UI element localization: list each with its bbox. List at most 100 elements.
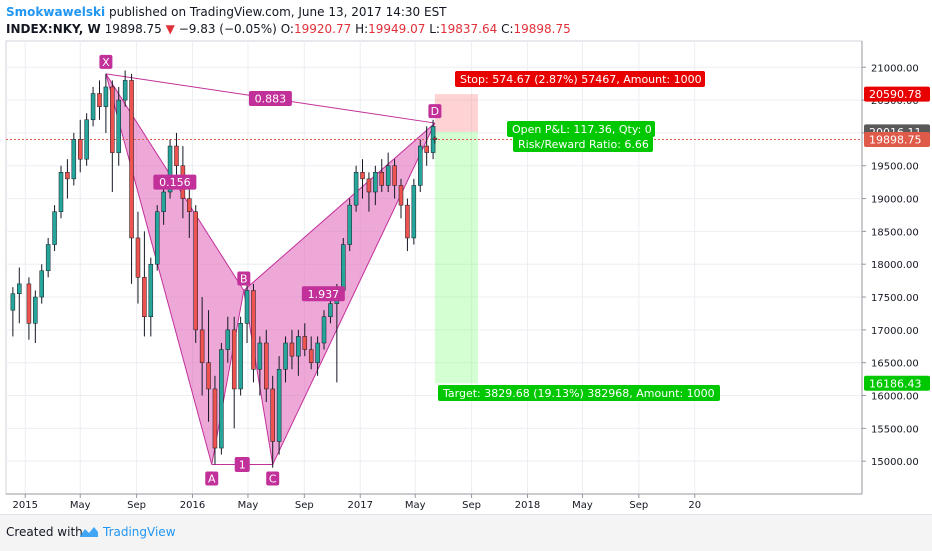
ratio-label: 1.937 — [301, 286, 345, 302]
candle — [199, 297, 205, 396]
candle — [116, 86, 121, 166]
open-value: 19920.77 — [293, 22, 352, 36]
candle — [238, 316, 243, 396]
candle-body-up — [347, 204, 352, 245]
candle-body-up — [418, 145, 423, 186]
ratio-label-bg — [153, 174, 197, 190]
point-label: D — [428, 104, 442, 119]
candle-body-up — [10, 293, 16, 311]
candle — [17, 267, 22, 324]
candle-body-up — [148, 263, 154, 317]
down-arrow-icon: ▼ — [165, 22, 175, 36]
candle-body-up — [257, 342, 263, 370]
long-short-position — [434, 94, 478, 384]
candle-body-up — [244, 290, 250, 324]
candle-body-up — [116, 99, 121, 153]
candle — [385, 152, 391, 192]
point-label: B — [237, 271, 251, 286]
price-label-last-bg — [864, 132, 930, 148]
candle-body-down — [360, 172, 365, 180]
candle — [411, 178, 417, 245]
point-label-text: A — [208, 472, 216, 485]
candle-body-down — [97, 93, 102, 107]
candles — [10, 70, 438, 468]
candle — [45, 237, 51, 278]
x-tick-label: Sep — [295, 500, 314, 511]
candle — [174, 132, 179, 179]
candle — [373, 165, 378, 206]
candle — [321, 310, 327, 350]
point-label: X — [99, 54, 113, 69]
author-name[interactable]: Smokwawelski — [6, 5, 106, 19]
y-tick-label: 18500.00 — [871, 227, 919, 238]
candle-body-down — [199, 329, 205, 363]
y-tick-label: 18000.00 — [871, 260, 919, 271]
price-chart[interactable]: 15000.00 15500.00 16000.00 16500.00 17000.00… — [0, 0, 932, 514]
price-label-last-text: 19898.75 — [869, 134, 922, 147]
candle — [276, 356, 282, 455]
candle-body-down — [366, 178, 372, 193]
candle-body-up — [167, 145, 173, 193]
candle-body-down — [308, 349, 314, 363]
candle-body-down — [206, 362, 211, 390]
candle — [84, 113, 89, 166]
candle-body-down — [405, 204, 410, 239]
candle — [52, 205, 57, 252]
ratio-label: 0.883 — [248, 90, 292, 106]
tradingview-brand[interactable]: TradingView — [103, 525, 176, 539]
price-label-target: 16186.43 — [864, 375, 930, 391]
last-price: 19898.75 — [104, 22, 162, 36]
y-tick-label: 19500.00 — [871, 162, 919, 173]
symbol-label: INDEX:NKY, W — [6, 22, 101, 36]
x-tick-label: Sep — [462, 500, 481, 511]
point-label-text: X — [102, 56, 110, 69]
symbol-header: INDEX:NKY, W 19898.75 ▼ −9.83 (−0.05%) O… — [6, 22, 571, 36]
candle-body-up — [373, 172, 378, 193]
y-tick-label: 15000.00 — [871, 457, 919, 468]
point-label-text: B — [240, 272, 248, 285]
candle — [225, 316, 231, 363]
candle-body-down — [77, 139, 83, 160]
candle-body-down — [110, 86, 115, 153]
candle-body-up — [411, 185, 417, 239]
x-tick-label: May — [70, 500, 91, 511]
candle — [58, 165, 64, 219]
candle — [360, 159, 365, 199]
x-tick-label: Sep — [629, 500, 648, 511]
candle — [212, 375, 218, 465]
published-text: published on TradingView.com, June 13, 2… — [108, 5, 447, 19]
candle-body-up — [154, 211, 160, 265]
candle-body-up — [122, 80, 128, 101]
x-axis: 2015 May Sep 2016 May Sep 2017 May Sep 2018 May Sep… — [6, 493, 862, 511]
candle-body-up — [33, 296, 38, 324]
candle — [251, 283, 256, 383]
candle-body-up — [283, 342, 288, 370]
x-tick-label: May — [238, 500, 259, 511]
footer: Created with TradingView — [0, 514, 932, 551]
candle-body-down — [65, 172, 70, 180]
y-tick-label: 16500.00 — [871, 359, 919, 370]
candle-body-down — [231, 329, 237, 390]
tradingview-logo-icon[interactable] — [78, 524, 100, 540]
candle — [347, 198, 352, 252]
candle — [193, 205, 198, 343]
candle — [167, 139, 173, 199]
point-label: C — [266, 471, 280, 486]
candle — [129, 73, 134, 284]
candle-body-down — [193, 211, 198, 331]
point-label-bg — [266, 471, 280, 486]
candle — [398, 178, 404, 219]
candle-body-down — [174, 145, 179, 166]
y-tick-label: 17500.00 — [871, 293, 919, 304]
x-tick-label: 2018 — [515, 500, 540, 511]
candle-body-up — [276, 369, 282, 442]
x-tick-label: 2015 — [13, 500, 38, 511]
candle — [424, 126, 429, 166]
x-tick-label: May — [405, 500, 426, 511]
candle-body-down — [398, 185, 404, 206]
candle-body-up — [321, 316, 327, 344]
candle — [219, 343, 224, 455]
point-label: A — [205, 471, 219, 486]
candle-body-up — [71, 139, 77, 180]
candle — [315, 336, 320, 376]
